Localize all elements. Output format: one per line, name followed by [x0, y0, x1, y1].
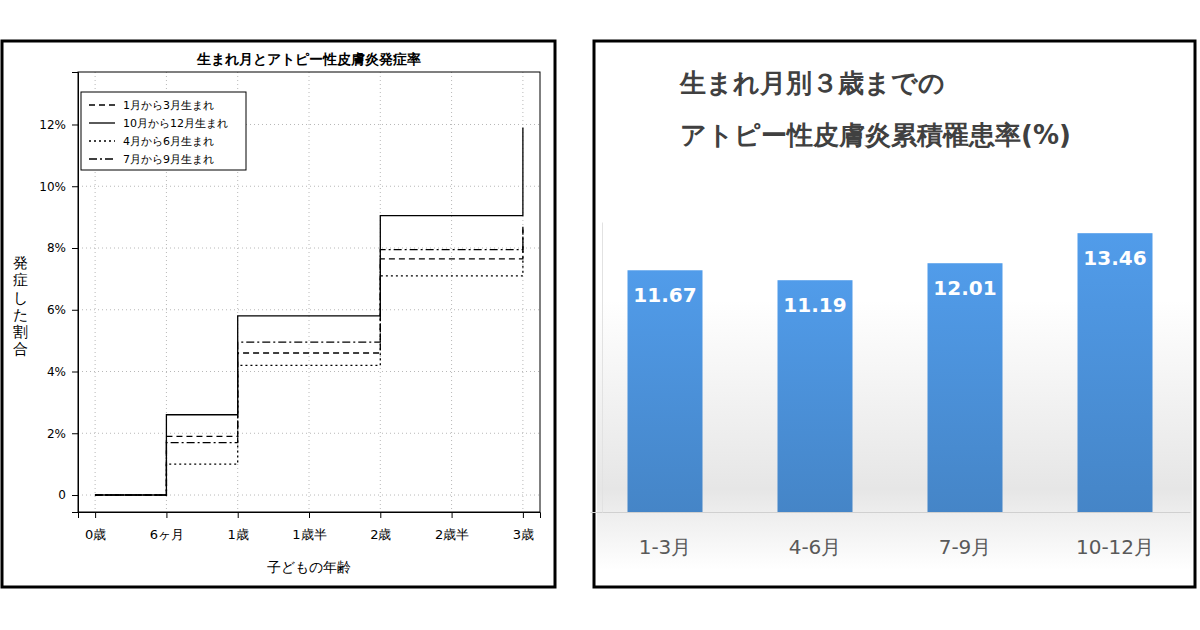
x-tick-label: 0歳	[85, 527, 106, 542]
legend-swatch	[89, 122, 115, 123]
y-tick-mark	[72, 495, 78, 496]
y-tick: 12%	[39, 118, 78, 132]
plot-frame	[78, 72, 540, 512]
x-tick-mark	[523, 512, 524, 518]
series-line	[95, 229, 523, 495]
y-tick: 2%	[47, 427, 78, 441]
x-tick-label: 1-3月	[639, 535, 692, 559]
x-tick: 3歳	[513, 512, 534, 542]
y-tick-mark	[72, 186, 78, 187]
x-tick-label: 1歳半	[292, 527, 326, 542]
y-tick-mark	[72, 124, 78, 125]
x-axis-line	[79, 513, 541, 519]
bar	[1078, 233, 1153, 512]
x-tick-label: 2歳	[370, 527, 391, 542]
grid-line-y	[78, 433, 540, 434]
y-tick-label: 0	[58, 488, 66, 502]
x-tick: 4-6月	[789, 512, 842, 559]
data-label: 13.46	[1083, 246, 1146, 270]
legend-label: 7月から9月生まれ	[123, 153, 214, 166]
y-axis-line	[72, 73, 79, 513]
y-tick-label: 6%	[47, 303, 66, 317]
grid	[78, 72, 540, 512]
legend-swatch	[89, 158, 115, 159]
y-axis	[602, 223, 603, 513]
legend-label: 4月から6月生まれ	[123, 135, 214, 148]
x-tick-mark	[95, 512, 96, 518]
data-labels: 11.67 11.19 12.01 13.46	[633, 246, 1146, 317]
x-tick-mark	[238, 512, 239, 518]
y-tick-label: 12%	[39, 118, 66, 132]
data-label: 11.67	[633, 283, 696, 307]
x-tick-label: 4-6月	[789, 535, 842, 559]
grid-line-y	[78, 371, 540, 372]
grid-line-y	[78, 248, 540, 249]
legend-swatch	[89, 104, 115, 105]
x-axis: 0歳 6ヶ月 1歳 1歳半 2歳 2歳半 3歳	[79, 512, 541, 542]
x-tick-mark	[380, 512, 381, 518]
x-tick-mark	[309, 512, 310, 518]
y-tick: 10%	[39, 180, 78, 194]
chart-title: 生まれ月とアトピー性皮膚炎発症率	[196, 51, 421, 67]
y-tick-label: 8%	[47, 241, 66, 255]
y-tick-mark	[72, 433, 78, 434]
x-tick-mark	[452, 512, 453, 518]
x-tick-label: 2歳半	[435, 527, 469, 542]
x-tick-label: 1歳	[228, 527, 249, 542]
y-tick: 6%	[47, 303, 78, 317]
data-label: 12.01	[933, 276, 996, 300]
x-tick-mark	[166, 512, 167, 518]
legend: 1月から3月生まれ 10月から12月生まれ 4月から6月生まれ 7月から9月生まれ	[81, 92, 246, 170]
panel-frame	[2, 41, 555, 587]
y-tick-mark	[72, 310, 78, 311]
x-tick: 1歳	[228, 512, 249, 542]
y-axis-line	[602, 223, 603, 513]
x-tick-label: 3歳	[513, 527, 534, 542]
legend-swatch	[89, 140, 115, 141]
bar	[778, 280, 853, 512]
y-tick: 8%	[47, 241, 78, 255]
series-line	[95, 226, 523, 495]
series-group	[95, 128, 523, 495]
legend-label: 10月から12月生まれ	[123, 117, 228, 130]
x-tick: 2歳半	[435, 512, 469, 542]
bar	[628, 270, 703, 512]
y-tick: 4%	[47, 365, 78, 379]
canvas: 0歳 6ヶ月 1歳 1歳半 2歳 2歳半 3歳 0 2% 4% 6% 8% 10% 12% 生まれ月とアトピ…	[0, 0, 1200, 630]
x-tick: 6ヶ月	[150, 512, 184, 542]
x-tick: 1-3月	[639, 512, 692, 559]
series-line	[95, 128, 523, 495]
grid-line-x	[451, 72, 452, 512]
y-tick: 0	[58, 488, 78, 502]
x-tick: 2歳	[370, 512, 391, 542]
x-tick: 7-9月	[939, 512, 992, 559]
y-axis: 0 2% 4% 6% 8% 10% 12%	[39, 73, 78, 513]
y-axis-title: 発症した割合	[13, 254, 28, 358]
legend-label: 1月から3月生まれ	[123, 99, 214, 112]
x-tick-label: 6ヶ月	[150, 527, 184, 542]
x-axis: 1-3月 4-6月 7-9月 10-12月	[591, 512, 1191, 559]
y-tick-mark	[72, 248, 78, 249]
series-line	[95, 242, 523, 495]
panel-frame	[594, 41, 1195, 587]
bars	[628, 233, 1153, 512]
y-tick-label: 4%	[47, 365, 66, 379]
grid-line-x	[309, 72, 310, 512]
bar	[928, 263, 1003, 512]
y-tick-mark	[72, 372, 78, 373]
x-tick-label: 10-12月	[1076, 535, 1154, 559]
x-axis-line	[591, 512, 1191, 513]
x-tick-label: 7-9月	[939, 535, 992, 559]
x-tick: 0歳	[85, 512, 106, 542]
grid-line-y	[78, 186, 540, 187]
grid-line-y	[78, 309, 540, 310]
y-tick-label: 2%	[47, 427, 66, 441]
x-axis-title: 子どもの年齢	[267, 559, 351, 575]
data-label: 11.19	[783, 293, 846, 317]
x-tick: 1歳半	[292, 512, 326, 542]
x-tick: 10-12月	[1076, 512, 1154, 559]
y-tick-label: 10%	[39, 180, 66, 194]
chart-title: 生まれ月別３歳までのアトピー性皮膚炎累積罹患率(%)	[679, 68, 1071, 150]
legend-box	[81, 92, 246, 170]
